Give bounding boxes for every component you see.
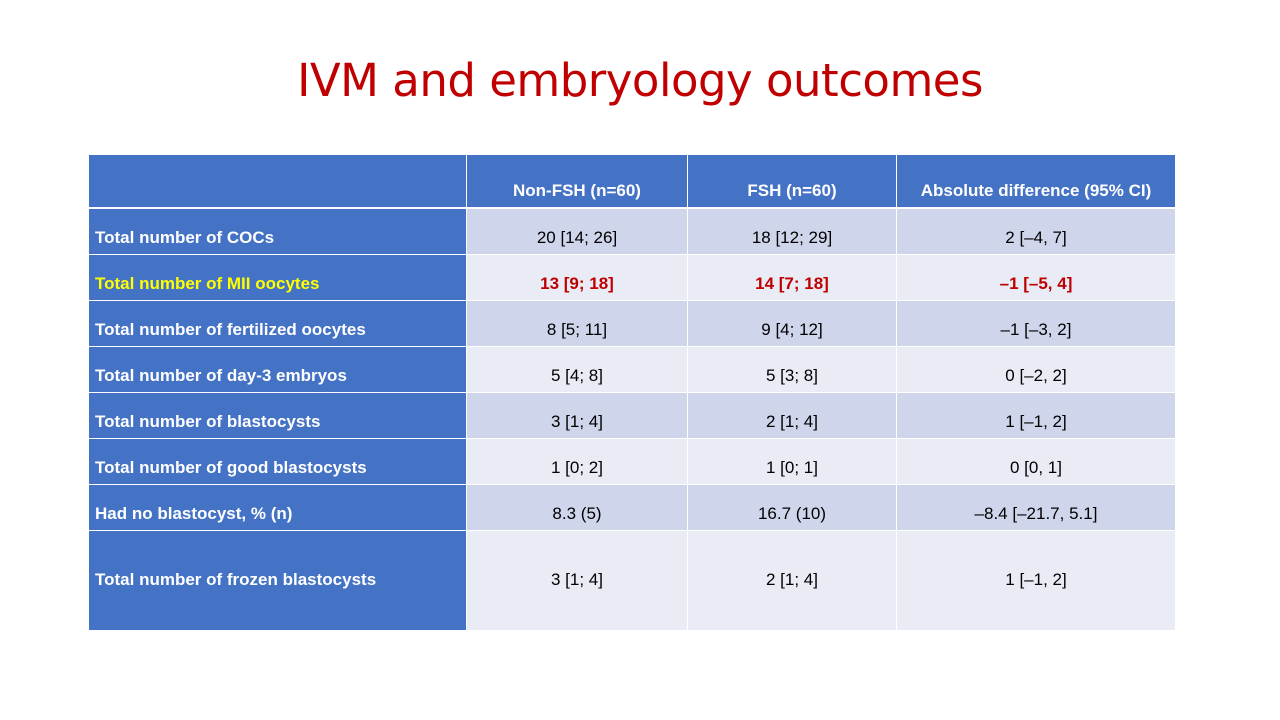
table-row: Total number of day-3 embryos 5 [4; 8] 5… (88, 345, 1176, 393)
table-header-row: Non-FSH (n=60) FSH (n=60) Absolute diffe… (88, 154, 1176, 209)
difference-value: 0 [–2, 2] (896, 345, 1176, 393)
row-label: Total number of COCs (88, 207, 467, 255)
row-label: Total number of day-3 embryos (88, 345, 467, 393)
non-fsh-value: 3 [1; 4] (466, 529, 688, 631)
fsh-value: 2 [1; 4] (687, 391, 897, 439)
difference-value: 1 [–1, 2] (896, 529, 1176, 631)
table-row: Total number of frozen blastocysts 3 [1;… (88, 529, 1176, 631)
row-label: Total number of blastocysts (88, 391, 467, 439)
outcomes-table: Non-FSH (n=60) FSH (n=60) Absolute diffe… (88, 154, 1176, 631)
fsh-value: 1 [0; 1] (687, 437, 897, 485)
non-fsh-value: 13 [9; 18] (466, 253, 688, 301)
non-fsh-value: 1 [0; 2] (466, 437, 688, 485)
fsh-value: 9 [4; 12] (687, 299, 897, 347)
row-label: Total number of good blastocysts (88, 437, 467, 485)
slide-title: IVM and embryology outcomes (297, 54, 983, 107)
difference-value: –1 [–3, 2] (896, 299, 1176, 347)
fsh-value: 16.7 (10) (687, 483, 897, 531)
fsh-value: 2 [1; 4] (687, 529, 897, 631)
row-label: Total number of frozen blastocysts (88, 529, 467, 631)
table-row-highlighted: Total number of MII oocytes 13 [9; 18] 1… (88, 253, 1176, 301)
non-fsh-value: 5 [4; 8] (466, 345, 688, 393)
difference-value: 0 [0, 1] (896, 437, 1176, 485)
difference-value: –8.4 [–21.7, 5.1] (896, 483, 1176, 531)
table-row: Had no blastocyst, % (n) 8.3 (5) 16.7 (1… (88, 483, 1176, 531)
non-fsh-value: 8.3 (5) (466, 483, 688, 531)
row-label: Total number of fertilized oocytes (88, 299, 467, 347)
fsh-value: 5 [3; 8] (687, 345, 897, 393)
table-row: Total number of blastocysts 3 [1; 4] 2 [… (88, 391, 1176, 439)
header-blank-cell (88, 154, 467, 209)
difference-value: 1 [–1, 2] (896, 391, 1176, 439)
header-absolute-difference: Absolute difference (95% CI) (896, 154, 1176, 209)
fsh-value: 14 [7; 18] (687, 253, 897, 301)
non-fsh-value: 8 [5; 11] (466, 299, 688, 347)
row-label: Had no blastocyst, % (n) (88, 483, 467, 531)
difference-value: 2 [–4, 7] (896, 207, 1176, 255)
non-fsh-value: 3 [1; 4] (466, 391, 688, 439)
header-fsh: FSH (n=60) (687, 154, 897, 209)
header-non-fsh: Non-FSH (n=60) (466, 154, 688, 209)
table-row: Total number of fertilized oocytes 8 [5;… (88, 299, 1176, 347)
table-row: Total number of good blastocysts 1 [0; 2… (88, 437, 1176, 485)
table-row: Total number of COCs 20 [14; 26] 18 [12;… (88, 207, 1176, 255)
row-label: Total number of MII oocytes (88, 253, 467, 301)
non-fsh-value: 20 [14; 26] (466, 207, 688, 255)
difference-value: –1 [–5, 4] (896, 253, 1176, 301)
fsh-value: 18 [12; 29] (687, 207, 897, 255)
